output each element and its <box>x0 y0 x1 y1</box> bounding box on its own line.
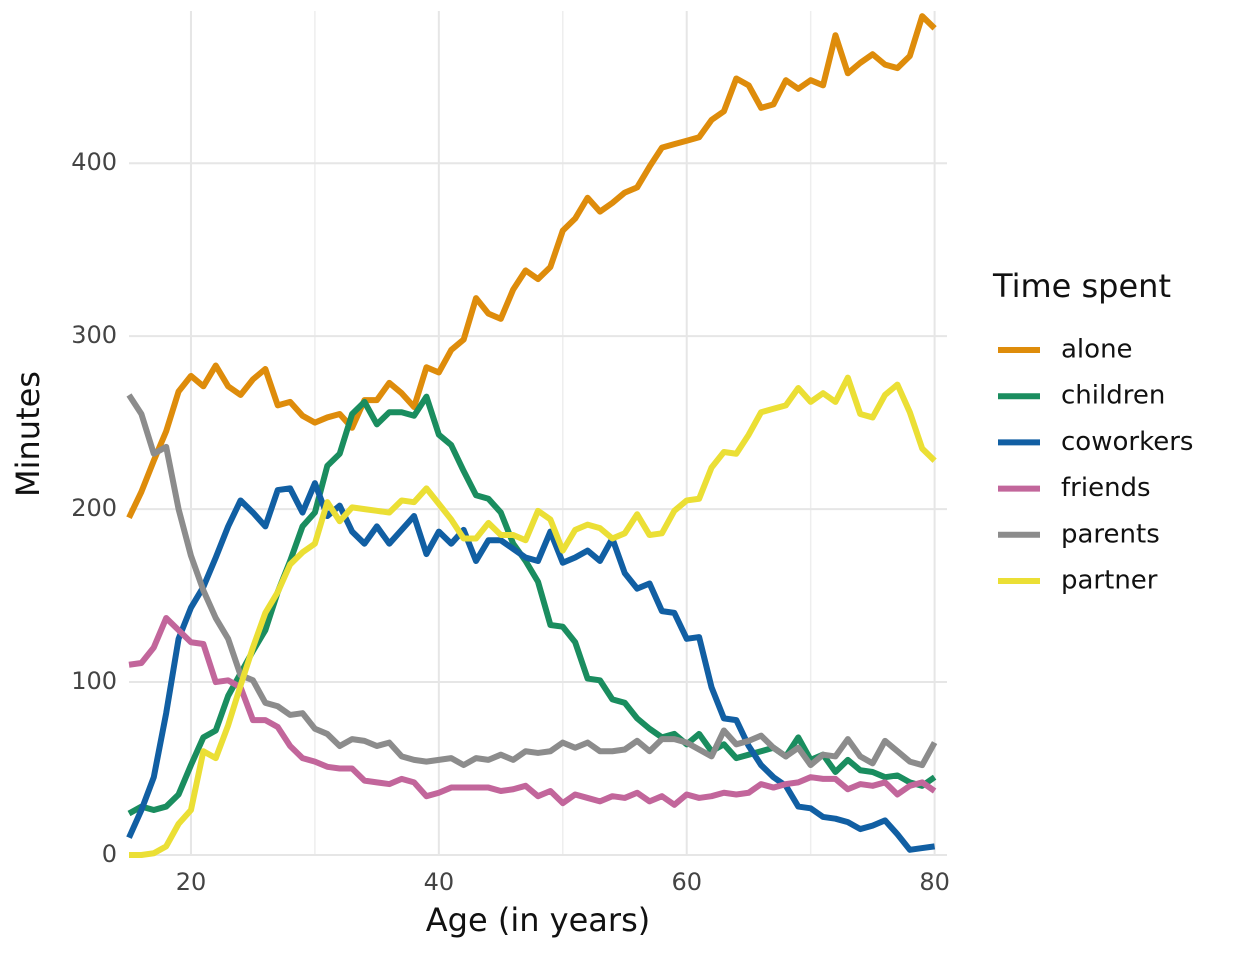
series-line <box>128 615 937 808</box>
legend-label: alone <box>1061 335 1133 365</box>
y-tick-label: 100 <box>71 667 117 695</box>
legend-title: Time spent <box>992 267 1171 305</box>
series-line <box>129 374 937 858</box>
y-tick-label: 200 <box>71 494 117 522</box>
series-line <box>126 393 938 769</box>
legend-label: children <box>1061 381 1165 411</box>
series-line <box>126 13 937 520</box>
lines <box>126 13 938 858</box>
legend-label: friends <box>1061 473 1151 503</box>
x-tick-label: 60 <box>671 868 702 896</box>
x-tick-label: 80 <box>919 868 950 896</box>
legend: alone children coworkers friends parents part… <box>998 335 1193 596</box>
grid <box>129 11 947 856</box>
legend-label: partner <box>1061 566 1158 596</box>
legend-label: coworkers <box>1061 427 1193 457</box>
series-line <box>127 393 937 817</box>
y-tick-label: 400 <box>71 148 117 176</box>
y-axis-title: Minutes <box>9 371 47 497</box>
x-tick-label: 20 <box>176 868 207 896</box>
series-line <box>126 480 936 853</box>
x-tick-label: 40 <box>424 868 455 896</box>
y-tick-label: 300 <box>71 321 117 349</box>
y-tick-label: 0 <box>102 840 117 868</box>
legend-label: parents <box>1061 519 1160 549</box>
x-axis-title: Age (in years) <box>426 901 650 939</box>
